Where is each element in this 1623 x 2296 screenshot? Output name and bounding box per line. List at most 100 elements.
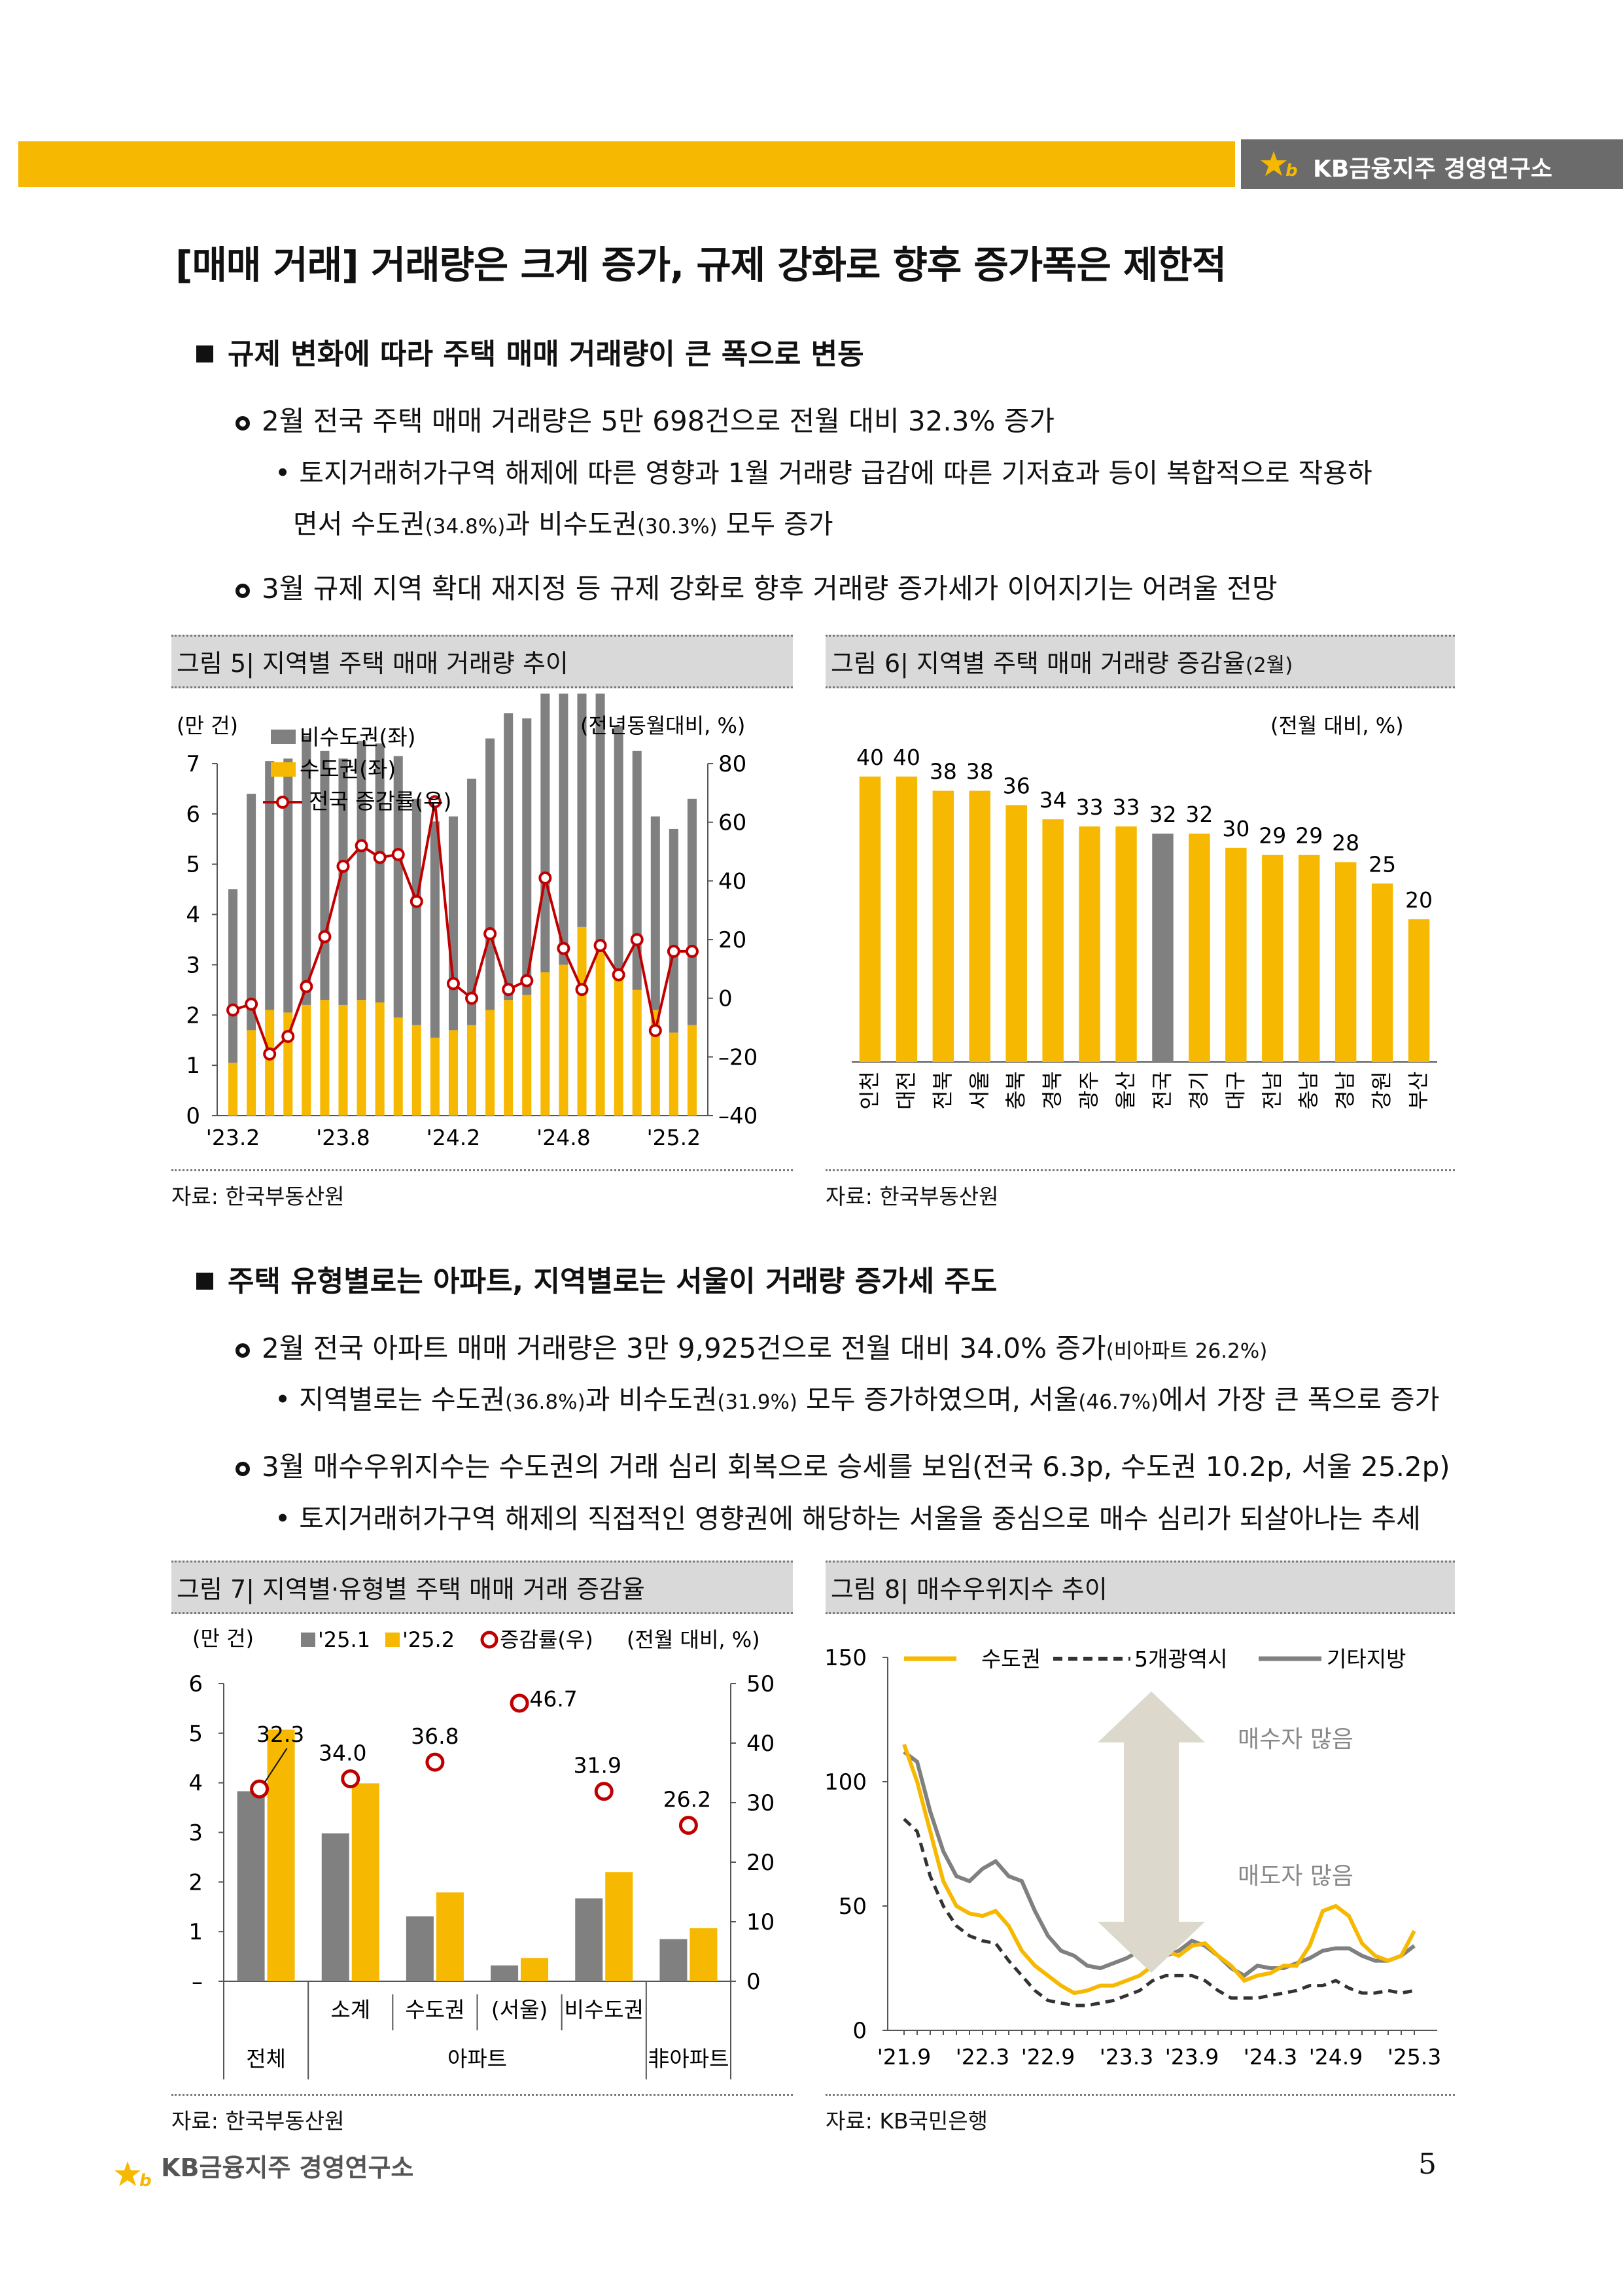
fig6-category-label: 경기 (1186, 1071, 1211, 1110)
fig5-rate-point (465, 991, 479, 1005)
fig5-left-tick-label: 3 (186, 952, 200, 978)
fig6-bar (1152, 834, 1174, 1062)
fig8-x-tick-label: '25.3 (1387, 2044, 1442, 2070)
fig5-rate-point (557, 942, 570, 955)
fig5-rate-point (263, 1047, 277, 1061)
fig5-bar-metro (540, 972, 550, 1116)
fig6-category-label: 울산 (1113, 1071, 1138, 1110)
fig7-legend-jan: '25.1 (318, 1627, 370, 1652)
fig5-legend-swatch-nonmetro (271, 730, 296, 744)
fig8-source: 자료: KB국민은행 (826, 2094, 1455, 2135)
fig5-bar-metro (559, 964, 568, 1116)
fig6-title: 그림 6| 지역별 주택 매매 거래량 증감율(2월) (826, 635, 1455, 688)
fig6-value-label: 33 (1113, 794, 1140, 820)
fig7-right-tick-label: 40 (746, 1731, 775, 1757)
fig7-rate-point (341, 1769, 360, 1789)
fig5-bar-metro (320, 1000, 330, 1116)
section1-sub-line2: 면서 수도권(34.8%)과 비수도권(30.3%) 모두 증가 (275, 499, 1372, 552)
fig5-rate-point (318, 930, 332, 944)
fig7-left-tick-label: 1 (188, 1919, 203, 1945)
fig8-x-tick-label: '23.9 (1165, 2044, 1219, 2070)
fig7-title: 그림 7| 지역별·유형별 주택 매매 거래 증감율 (171, 1561, 793, 1614)
section2-point1: 2월 전국 아파트 매매 거래량은 3만 9,925건으로 전월 대비 34.0… (236, 1326, 1267, 1366)
fig5-rate-point (685, 944, 699, 958)
fig7-bar-feb (521, 1958, 549, 1981)
fig5-bar-metro (228, 1063, 238, 1116)
fig7-rate-label: 32.3 (256, 1722, 304, 1747)
fig7-rate-point (510, 1693, 529, 1713)
square-bullet-icon (196, 1273, 213, 1290)
page-number: 5 (1418, 2147, 1437, 2181)
fig5-bar-nonmetro (595, 694, 605, 953)
fig7-bar-jan (491, 1965, 519, 1981)
fig5-x-tick-label: '24.2 (427, 1125, 481, 1150)
fig7-source: 자료: 한국부동산원 (171, 2094, 793, 2135)
fig5-bar-nonmetro (247, 794, 256, 1031)
fig5-bar-nonmetro (283, 758, 293, 1013)
section2-point2-text: 3월 매수우위지수는 수도권의 거래 심리 회복으로 승세를 보임(전국 6.3… (262, 1451, 1450, 1483)
fig5-bar-nonmetro (375, 743, 385, 1003)
fig5-x-tick-label: '24.8 (536, 1125, 591, 1150)
fig6-value-label: 38 (966, 759, 994, 785)
fig7-rate-label: 26.2 (663, 1787, 711, 1812)
section1-heading: 규제 변화에 따라 주택 매매 거래량이 큰 폭으로 변동 (196, 330, 864, 372)
sub-text-a: 면서 수도권 (293, 508, 425, 540)
fig5-rate-point (538, 871, 552, 885)
fig5-rate-point (281, 1029, 295, 1043)
section1-point2-text: 3월 규제 지역 확대 재지정 등 규제 강화로 향후 거래량 증가세가 이어지… (262, 573, 1278, 605)
fig5-bar-metro (632, 989, 642, 1116)
footer-brand: b KB금융지주 경영연구소 (114, 2147, 414, 2191)
square-bullet-icon (196, 345, 213, 362)
fig7-right-unit: (전월 대비, %) (627, 1627, 760, 1652)
header-bar (18, 141, 1235, 187)
fig6-category-label: 경남 (1333, 1071, 1357, 1110)
fig6-bar (1005, 805, 1027, 1062)
fig5-right-tick-label: 20 (718, 927, 746, 953)
page-title: [매매 거래] 거래량은 크게 증가, 규제 강화로 향후 증가폭은 제한적 (175, 243, 1227, 287)
fig5-rate-point (502, 983, 515, 997)
fig5-bar-metro (430, 1037, 440, 1116)
fig5-bar-nonmetro (467, 779, 477, 1025)
fig5-source: 자료: 한국부동산원 (171, 1169, 793, 1210)
fig6-category-label: 서울 (967, 1071, 992, 1110)
fig8-x-tick-label: '24.3 (1244, 2044, 1298, 2070)
fig5-bar-nonmetro (669, 828, 678, 1033)
fig5-bar-metro (504, 1000, 514, 1116)
fig5-bar-metro (687, 1025, 697, 1116)
fig7-rate-point (425, 1752, 445, 1772)
fig7-rate-label: 46.7 (529, 1686, 577, 1712)
s2-sub-c: 과 비수도권 (585, 1384, 718, 1415)
fig5-legend-swatch-metro (271, 762, 296, 777)
fig5-bar-nonmetro (393, 756, 403, 1018)
fig6-source: 자료: 한국부동산원 (826, 1169, 1455, 1210)
fig8-y-tick-label: 150 (826, 1645, 867, 1671)
sub-text-b: (34.8%) (425, 515, 506, 539)
fig5-bar-metro (485, 1010, 495, 1116)
fig5-bar-metro (302, 1004, 311, 1116)
fig5-rate-point (575, 983, 589, 997)
fig5-bar-metro (338, 1004, 348, 1116)
fig7-left-tick-label: 5 (188, 1721, 203, 1747)
section1-point1-text: 2월 전국 주택 매매 거래량은 5만 698건으로 전월 대비 32.3% 증… (262, 405, 1055, 437)
s2-sub-b: (36.8%) (505, 1390, 585, 1414)
fig8-x-tick-label: '23.3 (1100, 2044, 1154, 2070)
fig6-value-label: 33 (1076, 794, 1104, 820)
fig6-category-label: 광주 (1077, 1071, 1102, 1110)
section1-sub-line1: • 토지거래허가구역 해제에 따른 영향과 1월 거래량 급감에 따른 기저효과… (275, 457, 1372, 489)
fig7-bar-feb (605, 1872, 633, 1981)
fig5-bar-nonmetro (411, 798, 421, 1025)
fig5-bar-metro (614, 980, 623, 1116)
fig6-value-label: 30 (1222, 816, 1249, 841)
fig7-bar-feb (436, 1892, 464, 1981)
fig6-category-label: 전남 (1259, 1071, 1284, 1110)
fig7-legend-swatch-jan (301, 1633, 315, 1647)
s2-sub-d: (31.9%) (717, 1390, 797, 1414)
footer-brand-text: KB금융지주 경영연구소 (161, 2153, 414, 2182)
fig5-bar-metro (448, 1030, 458, 1116)
fig7-legend-rate-marker (480, 1631, 498, 1649)
svg-text:b: b (1285, 161, 1298, 181)
sub-text-d: (30.3%) (637, 515, 718, 539)
fig7-bar-feb (689, 1928, 718, 1981)
s2-sub-a: 지역별로는 수도권 (299, 1384, 506, 1415)
fig5-rate-point (245, 997, 258, 1011)
